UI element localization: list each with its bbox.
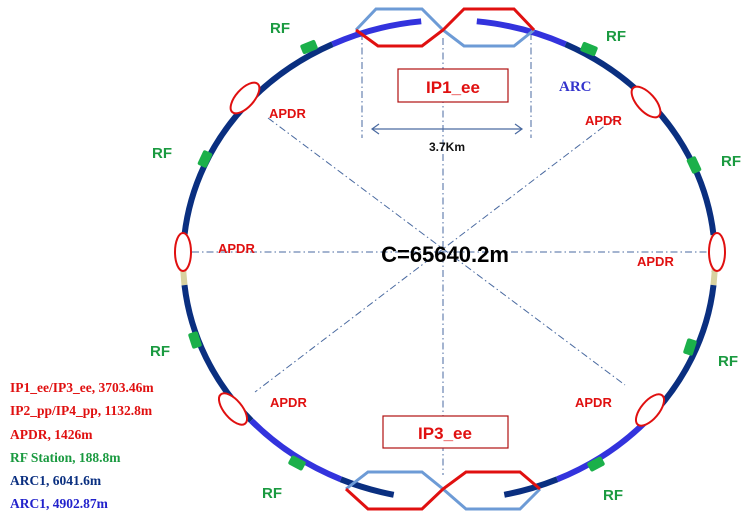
ip3-label-box	[382, 415, 509, 449]
apdr-ring-left	[174, 232, 192, 272]
arc-segment-left-upper	[181, 103, 248, 236]
ip3-red-beam	[344, 470, 541, 511]
apdr-ring-lower-left	[217, 392, 249, 426]
apdr-label-upper-right: APDR	[585, 113, 622, 128]
rf-station-left-lower	[188, 331, 202, 349]
arc-segment-top-left-dark	[243, 41, 334, 108]
apdr-ring-right	[708, 232, 726, 272]
arc-label: ARC	[559, 79, 592, 95]
straight-length-label: 3.7Km	[429, 140, 465, 154]
straight-length-arrow	[370, 123, 524, 135]
rf-label-top-left: RF	[270, 20, 290, 37]
rf-station-right-lower	[683, 338, 697, 356]
rf-station-bottom-left	[288, 455, 306, 471]
rf-stations	[188, 39, 702, 472]
ip3-label: IP3_ee	[418, 424, 472, 443]
ip1-label-box	[397, 68, 509, 103]
legend-item-ip-ee: IP1_ee/IP3_ee, 3703.46m	[10, 380, 154, 395]
rf-label-left-lower: RF	[150, 343, 170, 360]
legend-item-arc-dark: ARC1, 6041.6m	[10, 473, 102, 489]
rf-station-bottom-right	[587, 456, 605, 472]
ip1-interaction-region	[354, 7, 536, 48]
legend: IP1_ee/IP3_ee, 3703.46m IP2_pp/IP4_pp, 1…	[10, 376, 154, 516]
apdr-ring-lower-right	[634, 393, 666, 427]
arc-segment-top-left-bright	[331, 18, 422, 48]
rf-label-right-upper: RF	[721, 153, 741, 170]
rf-label-top-right: RF	[606, 28, 626, 45]
rf-station-right-upper	[686, 156, 702, 174]
rf-label-bottom-right: RF	[603, 487, 623, 504]
legend-item-rf-station: RF Station, 188.8m	[10, 449, 121, 465]
rf-label-left-upper: RF	[152, 145, 172, 162]
rf-label-right-lower: RF	[718, 353, 738, 370]
guide-line-diag-1	[267, 117, 626, 386]
arc-segment-bottom-left-dark	[339, 476, 395, 498]
apdr-label-upper-left: APDR	[269, 106, 306, 121]
apdr-label-right: APDR	[637, 254, 674, 269]
apdr-ring-upper-left	[229, 81, 261, 115]
apdr-rings	[174, 81, 726, 427]
rf-label-bottom-left: RF	[262, 485, 282, 502]
legend-item-apdr: APDR, 1426m	[10, 426, 93, 442]
rf-station-left-upper	[197, 150, 213, 168]
ip1-label: IP1_ee	[426, 78, 480, 97]
ip1-red-beam	[355, 7, 536, 48]
arc-segment-bottom-right-dark	[503, 476, 559, 498]
ip3-interaction-region	[344, 470, 542, 511]
arc-segment-bottom-right-bright	[556, 418, 649, 483]
legend-item-ip-pp: IP2_pp/IP4_pp, 1132.8m	[10, 403, 153, 419]
apdr-label-left: APDR	[218, 241, 255, 256]
rf-station-top-right	[580, 41, 598, 57]
apdr-ring-upper-right	[630, 85, 662, 119]
rf-station-top-left	[300, 39, 318, 55]
circumference-label: C=65640.2m	[381, 242, 509, 267]
guide-line-diag-2	[254, 117, 616, 393]
arc-segment-bottom-left-bright	[249, 418, 342, 483]
arc-segment-right-upper	[650, 103, 717, 236]
apdr-label-lower-left: APDR	[270, 395, 307, 410]
arc-segment-left-lower	[181, 284, 254, 423]
legend-item-arc-blue: ARC1, 4902.87m	[10, 496, 108, 512]
apdr-label-lower-right: APDR	[575, 395, 612, 410]
arc-segment-top-right-bright	[476, 18, 567, 48]
